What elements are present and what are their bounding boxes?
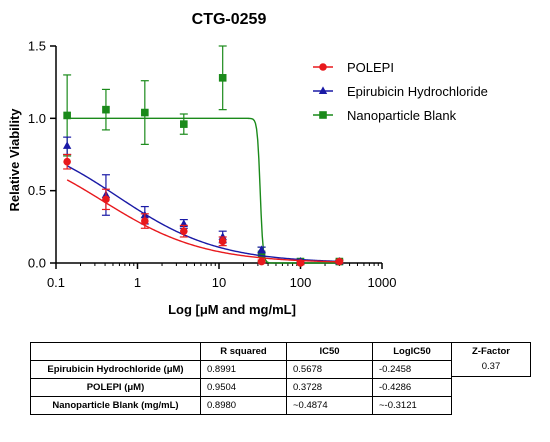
- series-0: [63, 153, 344, 267]
- z-factor-value: 0.37: [481, 361, 501, 372]
- table-header-row: R squared IC50 LogIC50: [30, 342, 452, 361]
- table-cell: -0.4286: [372, 378, 452, 397]
- x-tick-label: 0.1: [47, 275, 65, 290]
- y-tick-label: 1.5: [28, 39, 46, 54]
- plot-area: [62, 45, 344, 267]
- data-point: [257, 257, 266, 266]
- legend-item: POLEPI: [313, 60, 394, 75]
- fit-curve: [66, 165, 340, 263]
- data-point: [63, 157, 71, 166]
- data-point: [63, 111, 71, 120]
- x-tick-label: 1: [134, 275, 141, 290]
- legend: POLEPI Epirubicin Hydrochloride Nanopartic…: [313, 60, 488, 123]
- table-cell: 0.8980: [200, 396, 287, 415]
- data-point: [218, 232, 227, 240]
- y-tick-label: 1.0: [28, 111, 46, 126]
- data-point: [102, 195, 110, 204]
- ic50-table: R squared IC50 LogIC50 Epirubicin Hydroc…: [30, 342, 452, 415]
- y-tick-label: 0.0: [28, 256, 46, 271]
- y-tick-label: 0.5: [28, 183, 46, 198]
- data-point: [180, 120, 188, 128]
- table-cell: Nanoparticle Blank (mg/mL): [30, 396, 201, 415]
- table-cell: Epirubicin Hydrochloride (μM): [30, 360, 201, 379]
- fit-curve: [66, 179, 340, 263]
- table-cell: ~0.4874: [286, 396, 373, 415]
- y-axis-label: Relative Viability: [7, 108, 22, 212]
- x-axis-label: Log [μM and mg/mL]: [168, 302, 296, 317]
- data-point: [218, 74, 227, 82]
- table-header: [30, 342, 201, 361]
- legend-label: Nanoparticle Blank: [347, 108, 457, 123]
- table-header: LogIC50: [372, 342, 452, 361]
- table-header: R squared: [200, 342, 287, 361]
- dose-response-chart: CTG-0259 0.1 1 10 100 1000 0.0 0.5 1.0 1.5 Log […: [7, 11, 488, 317]
- x-tick-label: 1000: [368, 275, 397, 290]
- table-cell: ~-0.3121: [372, 396, 452, 415]
- legend-item: Epirubicin Hydrochloride: [313, 84, 488, 99]
- data-point: [335, 257, 344, 266]
- data-point: [296, 259, 305, 267]
- table-cell: 0.3728: [286, 378, 373, 397]
- table-row: Nanoparticle Blank (mg/mL) 0.8980 ~0.487…: [30, 396, 452, 415]
- legend-item: Nanoparticle Blank: [313, 108, 457, 123]
- legend-marker: [319, 111, 327, 119]
- table-cell: 0.9504: [200, 378, 287, 397]
- data-point: [102, 105, 110, 114]
- table-cell: -0.2458: [372, 360, 452, 379]
- x-tick-label: 10: [212, 275, 226, 290]
- chart-title: CTG-0259: [192, 11, 267, 28]
- fit-curve: [67, 117, 340, 264]
- z-factor-header: Z-Factor: [472, 346, 510, 357]
- table-header: IC50: [286, 342, 373, 361]
- data-point: [141, 217, 149, 225]
- data-point: [141, 108, 149, 117]
- legend-label: Epirubicin Hydrochloride: [347, 84, 488, 99]
- legend-marker: [319, 63, 327, 71]
- legend-label: POLEPI: [347, 60, 394, 75]
- data-point: [62, 141, 72, 149]
- table-cell: POLEPI (μM): [30, 378, 201, 397]
- data-point: [257, 245, 266, 253]
- series-2: [63, 45, 344, 266]
- data-point: [218, 237, 227, 246]
- data-point: [180, 227, 188, 235]
- z-factor-box: Z-Factor 0.37: [451, 342, 531, 377]
- table-row: POLEPI (μM) 0.9504 0.3728 -0.4286: [30, 378, 452, 397]
- legend-marker: [318, 86, 328, 94]
- table-cell: 0.5678: [286, 360, 373, 379]
- table-cell: 0.8991: [200, 360, 287, 379]
- x-tick-label: 100: [290, 275, 312, 290]
- table-row: Epirubicin Hydrochloride (μM) 0.8991 0.5…: [30, 360, 452, 379]
- data-point: [257, 250, 266, 259]
- axes: 0.1 1 10 100 1000 0.0 0.5 1.0 1.5: [28, 39, 397, 291]
